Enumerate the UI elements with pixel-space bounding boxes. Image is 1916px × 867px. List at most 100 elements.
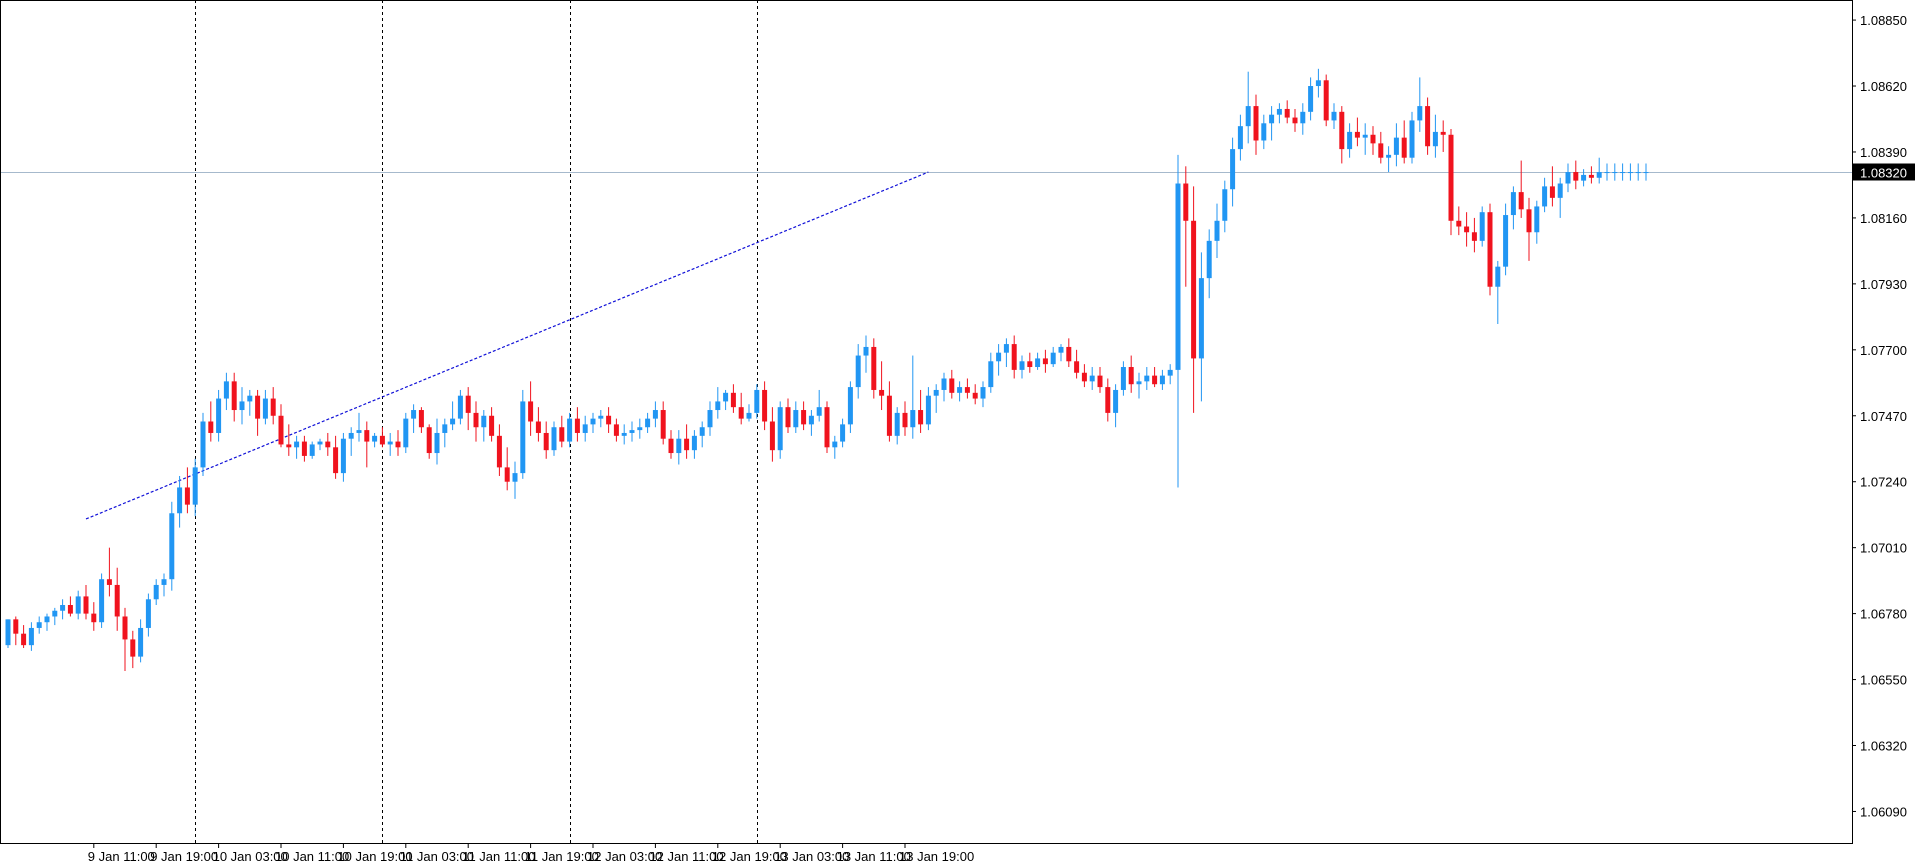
bull-candle [1315, 68, 1321, 98]
candle-body [606, 415, 612, 425]
bear-candle [1292, 108, 1298, 132]
candle-body [481, 415, 487, 428]
candle-body [161, 579, 167, 585]
bull-candle [28, 622, 34, 651]
candle-body [1105, 387, 1111, 413]
bull-candle [1144, 367, 1150, 390]
bear-candle [824, 401, 830, 454]
candle-body [730, 392, 736, 408]
bull-candle [621, 424, 627, 445]
bear-candle [130, 630, 136, 669]
bull-candle [582, 415, 588, 442]
candle-body [1323, 80, 1329, 121]
candle-body [1386, 154, 1392, 158]
bull-candle [1347, 123, 1353, 158]
bull-candle [75, 590, 81, 620]
candle-body [21, 633, 27, 646]
candle-body [551, 427, 557, 451]
bull-candle [723, 389, 729, 411]
bull-candle [1596, 157, 1602, 184]
bull-candle [520, 389, 526, 479]
candle-body [1089, 375, 1095, 382]
price-tick-label: 1.08390 [1860, 145, 1907, 160]
candle-body [1152, 375, 1158, 385]
candles [5, 68, 1649, 671]
candle-body [1432, 131, 1438, 147]
bull-candle [481, 410, 487, 442]
bull-candle [434, 418, 440, 465]
candle-body [1058, 346, 1064, 353]
candle-body [278, 415, 284, 445]
bull-candle [925, 387, 931, 431]
candle-body [1300, 111, 1306, 124]
bull-candle [637, 418, 643, 439]
bear-candle [83, 584, 89, 620]
candle-body [1417, 106, 1423, 121]
bull-candle [1612, 163, 1618, 181]
candle-body [621, 432, 627, 436]
bull-candle [457, 389, 463, 425]
candle-body [255, 395, 261, 419]
bear-candle [114, 567, 120, 631]
bull-candle [192, 458, 198, 517]
candle-body [1518, 192, 1524, 210]
bull-candle [1635, 163, 1641, 181]
candle-body [645, 418, 651, 428]
current-price-badge-box [1853, 163, 1915, 181]
bull-candle [1479, 206, 1485, 247]
bear-candle [67, 596, 73, 617]
bull-candle [387, 432, 393, 456]
candle-body [184, 487, 190, 505]
candle-body [1159, 375, 1165, 385]
candle-body [247, 395, 253, 402]
candle-body [1198, 278, 1204, 359]
trend-line[interactable] [85, 171, 929, 520]
bear-candle [684, 424, 690, 459]
price-tick-label: 1.06320 [1860, 739, 1907, 754]
bear-candle [613, 418, 619, 442]
candle-body [411, 410, 417, 419]
bull-candle [512, 461, 518, 499]
bear-candle [1526, 197, 1532, 261]
candle-body [1097, 375, 1103, 388]
bear-candle [278, 404, 284, 448]
bear-candle [465, 387, 471, 431]
candle-body [824, 407, 830, 448]
candle-body [442, 424, 448, 433]
candle-body [512, 473, 518, 482]
candle-body [1237, 126, 1243, 150]
current-price-badge-label: 1.08320 [1860, 166, 1907, 181]
candle-body [426, 427, 432, 454]
time-tick-label: 13 Jan 11:00 [837, 849, 911, 864]
price-axis[interactable]: 1.08850 1.08620 1.08390 1.08160 1.07930 1.077… [1852, 13, 1907, 819]
bear-candle [1081, 364, 1087, 388]
bear-candle [902, 401, 908, 436]
bull-candle [309, 441, 315, 459]
bull-candle [442, 418, 448, 448]
bull-candle [777, 401, 783, 459]
bear-candle [738, 392, 744, 425]
candle-body [177, 487, 183, 514]
candle-body [1534, 206, 1540, 233]
bear-candle [918, 389, 924, 433]
price-tick-label: 1.08620 [1860, 79, 1907, 94]
price-tick-label: 1.07470 [1860, 409, 1907, 424]
bear-candle [1448, 129, 1454, 236]
bear-candle [473, 401, 479, 442]
candle-body [1510, 192, 1516, 216]
candle-body [1448, 134, 1454, 221]
candle-body [1308, 86, 1314, 112]
candle-body [613, 424, 619, 436]
candle-body [5, 619, 11, 646]
time-tick-label: 12 Jan 19:00 [712, 849, 787, 864]
candle-body [403, 418, 409, 448]
candle-body [902, 412, 908, 428]
candle-body [239, 401, 245, 411]
bear-candle [886, 381, 892, 442]
bear-candle [1074, 349, 1080, 379]
candle-body [473, 412, 479, 428]
bull-candle [317, 438, 323, 451]
candle-body [270, 398, 276, 416]
